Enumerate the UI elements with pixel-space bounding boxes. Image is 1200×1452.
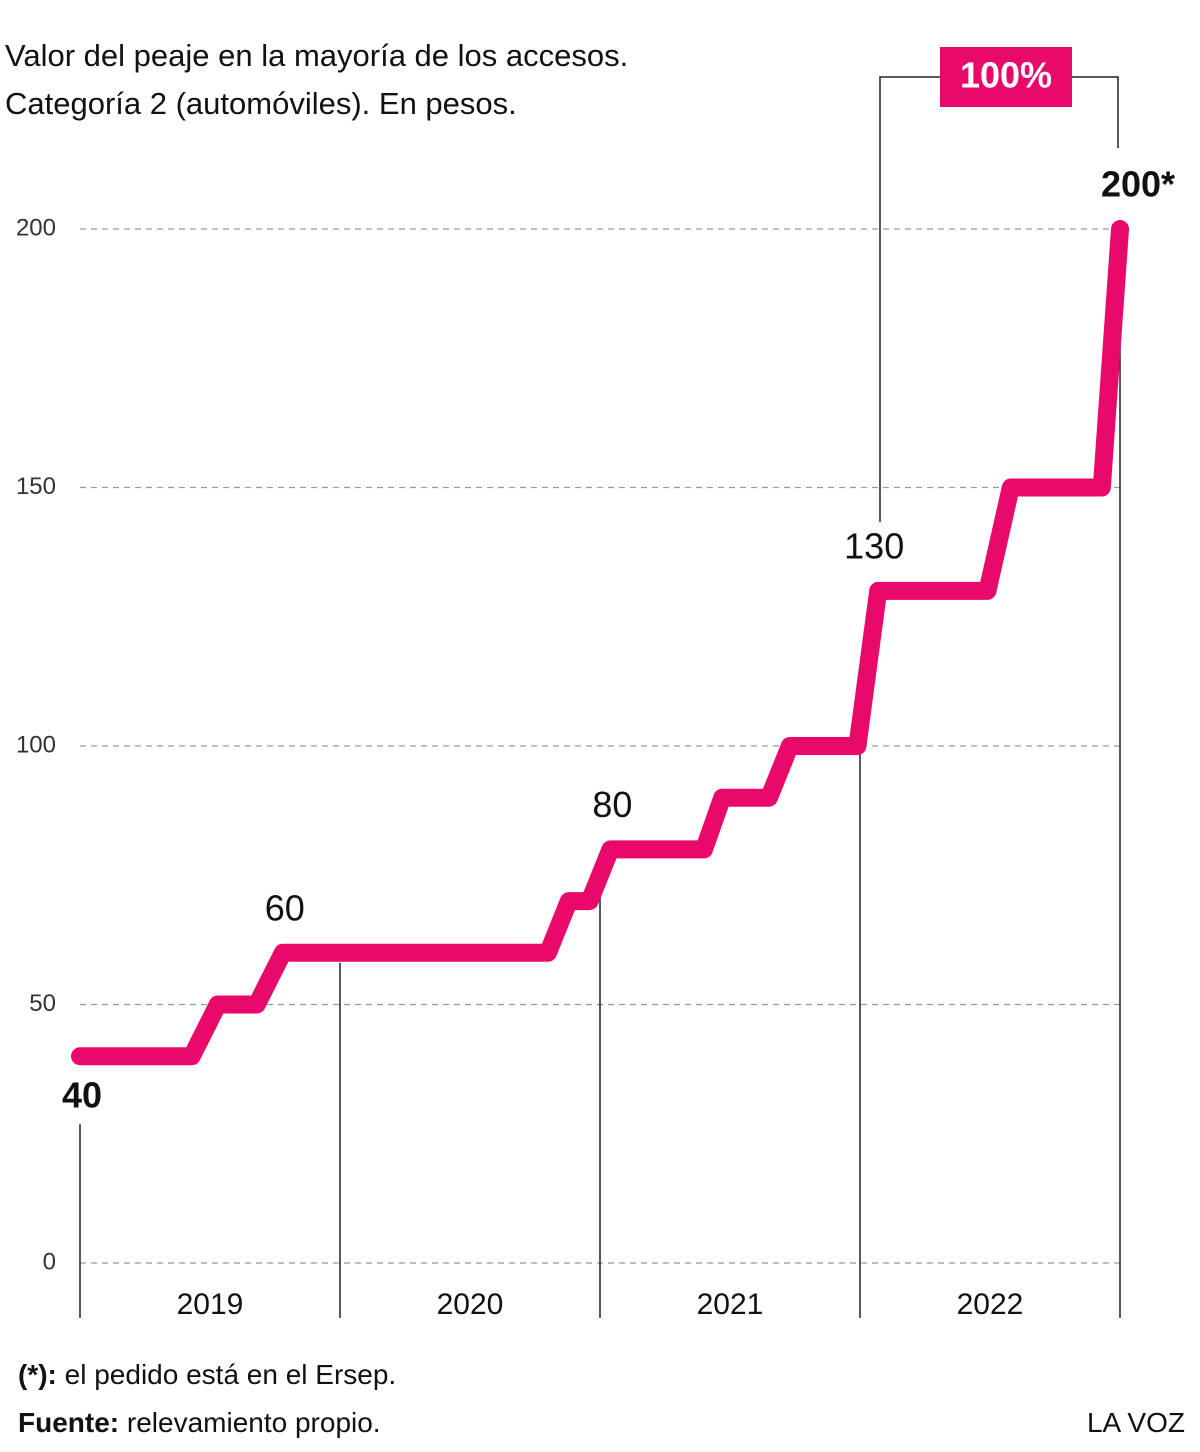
value-label: 200* [1101, 164, 1175, 205]
chart-subtitle: Categoría 2 (automóviles). En pesos. [5, 86, 517, 121]
footnote-label: (*): [18, 1359, 57, 1390]
y-tick-label: 0 [43, 1248, 56, 1275]
footnote-text: el pedido está en el Ersep. [65, 1359, 397, 1390]
credit: LA VOZ [1087, 1407, 1185, 1438]
x-tick-label: 2021 [697, 1288, 764, 1321]
x-tick-label: 2022 [957, 1288, 1024, 1321]
footnote: (*): el pedido está en el Ersep. [18, 1359, 396, 1390]
source-label: Fuente: [18, 1407, 119, 1438]
value-label: 80 [592, 784, 632, 825]
y-tick-label: 150 [16, 473, 56, 500]
source: Fuente: relevamiento propio. [18, 1407, 381, 1438]
value-label: 40 [62, 1075, 102, 1116]
line [71, 220, 1129, 1066]
value-label: 130 [844, 525, 904, 566]
y-tick-label: 100 [16, 731, 56, 758]
x-tick-label: 2019 [177, 1288, 244, 1321]
annotation: 100% [960, 55, 1052, 96]
value-label: 60 [265, 887, 305, 928]
x-tick-label: 2020 [437, 1288, 504, 1321]
source-text: relevamiento propio. [127, 1407, 381, 1438]
bracket [879, 76, 1119, 522]
chart-title: Valor del peaje en la mayoría de los acc… [5, 38, 628, 73]
y-tick-label: 50 [29, 990, 56, 1017]
annotation-box [940, 47, 1072, 107]
y-tick-label: 200 [16, 214, 56, 241]
